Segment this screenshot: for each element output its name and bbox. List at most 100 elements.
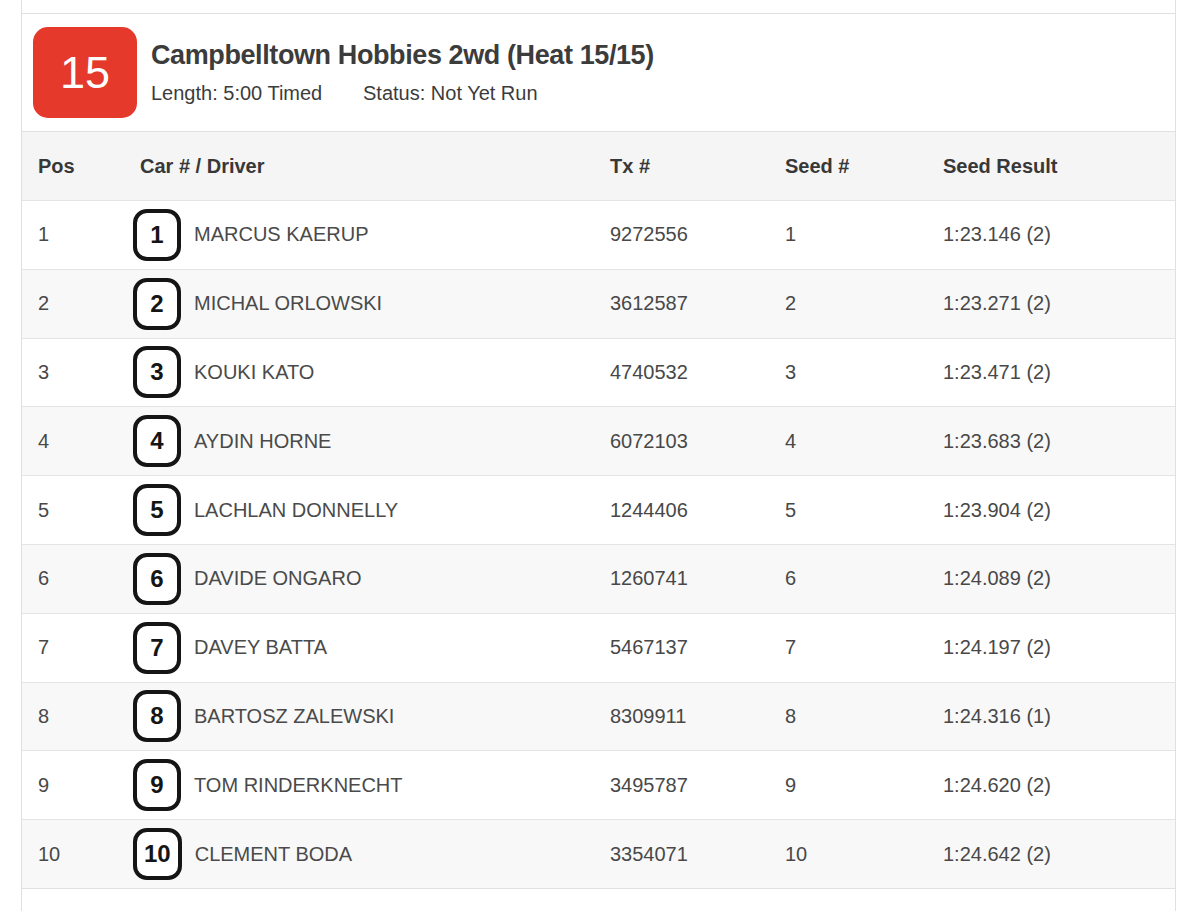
tx-number-cell: 5467137: [610, 636, 785, 659]
table-row: 2 2 MICHAL ORLOWSKI 3612587 2 1:23.271 (…: [22, 269, 1175, 338]
table-header-row: Pos Car # / Driver Tx # Seed # Seed Resu…: [22, 131, 1175, 200]
driver-name: DAVIDE ONGARO: [194, 567, 361, 590]
car-number-badge: 4: [133, 415, 181, 467]
car-number-badge: 2: [133, 278, 181, 330]
seed-number-cell: 8: [785, 705, 943, 728]
seed-number-cell: 10: [785, 843, 943, 866]
heat-length-label: Length: 5:00 Timed: [151, 82, 363, 105]
seed-result-cell: 1:24.642 (2): [943, 843, 1175, 866]
car-number: 5: [150, 498, 163, 522]
column-header-car-driver: Car # / Driver: [133, 155, 610, 178]
tx-number-cell: 3354071: [610, 843, 785, 866]
seed-result-cell: 1:23.683 (2): [943, 430, 1175, 453]
table-row: 1 1 MARCUS KAERUP 9272556 1 1:23.146 (2): [22, 200, 1175, 269]
seed-number-cell: 7: [785, 636, 943, 659]
driver-name: AYDIN HORNE: [194, 430, 331, 453]
heat-header[interactable]: 15 Campbelltown Hobbies 2wd (Heat 15/15)…: [22, 14, 1175, 131]
car-number: 9: [150, 773, 163, 797]
car-number-badge: 3: [133, 346, 181, 398]
table-row: 3 3 KOUKI KATO 4740532 3 1:23.471 (2): [22, 338, 1175, 407]
driver-name: BARTOSZ ZALEWSKI: [194, 705, 394, 728]
pos-cell: 10: [38, 843, 133, 866]
car-number-badge: 10: [133, 828, 182, 880]
seed-result-cell: 1:23.271 (2): [943, 292, 1175, 315]
seed-number-cell: 5: [785, 499, 943, 522]
heat-number: 15: [60, 50, 110, 95]
car-number-badge: 9: [133, 759, 181, 811]
seed-number-cell: 3: [785, 361, 943, 384]
tx-number-cell: 3612587: [610, 292, 785, 315]
tx-number-cell: 1260741: [610, 567, 785, 590]
driver-name: TOM RINDERKNECHT: [194, 774, 403, 797]
heat-title: Campbelltown Hobbies 2wd (Heat 15/15): [151, 40, 654, 71]
pos-cell: 1: [38, 223, 133, 246]
table-row: 9 9 TOM RINDERKNECHT 3495787 9 1:24.620 …: [22, 750, 1175, 819]
seed-result-cell: 1:23.146 (2): [943, 223, 1175, 246]
seed-number-cell: 6: [785, 567, 943, 590]
pos-cell: 4: [38, 430, 133, 453]
column-header-seed-result: Seed Result: [943, 155, 1175, 178]
seed-result-cell: 1:24.089 (2): [943, 567, 1175, 590]
tx-number-cell: 9272556: [610, 223, 785, 246]
table-row: 6 6 DAVIDE ONGARO 1260741 6 1:24.089 (2): [22, 544, 1175, 613]
table-row: 8 8 BARTOSZ ZALEWSKI 8309911 8 1:24.316 …: [22, 682, 1175, 751]
car-driver-cell: 6 DAVIDE ONGARO: [133, 553, 610, 605]
car-driver-cell: 1 MARCUS KAERUP: [133, 209, 610, 261]
seed-number-cell: 1: [785, 223, 943, 246]
seed-result-cell: 1:24.197 (2): [943, 636, 1175, 659]
car-driver-cell: 2 MICHAL ORLOWSKI: [133, 278, 610, 330]
car-driver-cell: 10 CLEMENT BODA: [133, 828, 610, 880]
car-number-badge: 8: [133, 690, 181, 742]
car-number-badge: 6: [133, 553, 181, 605]
seed-number-cell: 4: [785, 430, 943, 453]
panel-top-divider: [22, 0, 1175, 14]
table-row: 4 4 AYDIN HORNE 6072103 4 1:23.683 (2): [22, 406, 1175, 475]
heat-number-badge: 15: [33, 27, 137, 118]
tx-number-cell: 3495787: [610, 774, 785, 797]
car-number: 7: [150, 636, 163, 660]
seed-result-cell: 1:24.620 (2): [943, 774, 1175, 797]
table-body: 1 1 MARCUS KAERUP 9272556 1 1:23.146 (2)…: [22, 200, 1175, 889]
column-header-pos: Pos: [38, 155, 133, 178]
heat-panel: 15 Campbelltown Hobbies 2wd (Heat 15/15)…: [21, 0, 1176, 911]
driver-name: CLEMENT BODA: [195, 843, 352, 866]
pos-cell: 6: [38, 567, 133, 590]
heat-status-label: Status: Not Yet Run: [363, 82, 538, 105]
car-driver-cell: 3 KOUKI KATO: [133, 346, 610, 398]
tx-number-cell: 4740532: [610, 361, 785, 384]
car-number: 8: [150, 704, 163, 728]
seed-number-cell: 2: [785, 292, 943, 315]
heat-subtitle: Length: 5:00 Timed Status: Not Yet Run: [151, 82, 654, 105]
car-number: 6: [150, 567, 163, 591]
heat-meta: Campbelltown Hobbies 2wd (Heat 15/15) Le…: [151, 40, 654, 105]
table-row: 10 10 CLEMENT BODA 3354071 10 1:24.642 (…: [22, 819, 1175, 888]
table-row: 5 5 LACHLAN DONNELLY 1244406 5 1:23.904 …: [22, 475, 1175, 544]
table-row: 7 7 DAVEY BATTA 5467137 7 1:24.197 (2): [22, 613, 1175, 682]
driver-name: MARCUS KAERUP: [194, 223, 368, 246]
car-driver-cell: 4 AYDIN HORNE: [133, 415, 610, 467]
car-number: 2: [150, 292, 163, 316]
car-driver-cell: 5 LACHLAN DONNELLY: [133, 484, 610, 536]
car-number: 4: [150, 429, 163, 453]
seed-result-cell: 1:24.316 (1): [943, 705, 1175, 728]
car-number-badge: 1: [133, 209, 181, 261]
car-number: 1: [150, 223, 163, 247]
car-driver-cell: 8 BARTOSZ ZALEWSKI: [133, 690, 610, 742]
seed-result-cell: 1:23.904 (2): [943, 499, 1175, 522]
pos-cell: 7: [38, 636, 133, 659]
pos-cell: 2: [38, 292, 133, 315]
tx-number-cell: 6072103: [610, 430, 785, 453]
driver-name: LACHLAN DONNELLY: [194, 499, 398, 522]
column-header-tx: Tx #: [610, 155, 785, 178]
car-driver-cell: 9 TOM RINDERKNECHT: [133, 759, 610, 811]
car-driver-cell: 7 DAVEY BATTA: [133, 622, 610, 674]
driver-name: MICHAL ORLOWSKI: [194, 292, 382, 315]
pos-cell: 8: [38, 705, 133, 728]
seed-result-cell: 1:23.471 (2): [943, 361, 1175, 384]
car-number: 3: [150, 360, 163, 384]
column-header-seed: Seed #: [785, 155, 943, 178]
pos-cell: 3: [38, 361, 133, 384]
driver-name: KOUKI KATO: [194, 361, 314, 384]
car-number-badge: 7: [133, 622, 181, 674]
driver-name: DAVEY BATTA: [194, 636, 327, 659]
